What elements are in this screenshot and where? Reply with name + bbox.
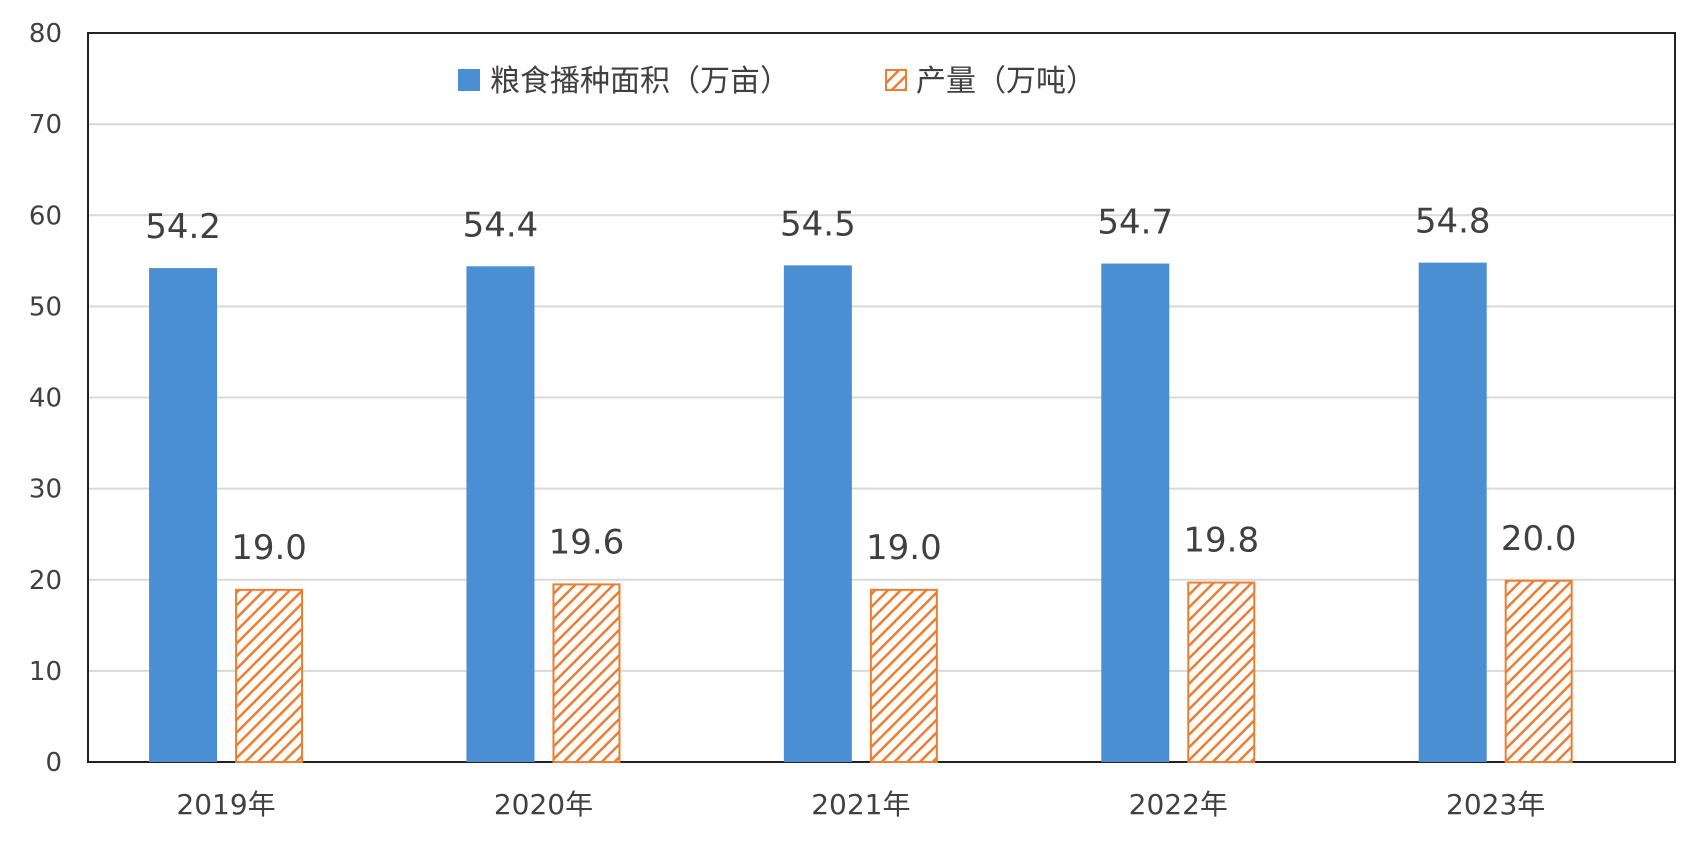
x-tick-label: 2020年 [494,788,593,821]
y-tick-label: 30 [29,475,62,505]
bar-output [1187,581,1256,764]
bar-output [235,588,304,763]
data-label-output: 19.0 [231,528,307,568]
x-axis: 2019年 2020年 2021年 2022年 2023年 [176,788,1545,821]
data-label-area: 54.2 [145,207,221,247]
bar-area [783,265,852,762]
legend-label-area: 粮食播种面积（万亩） [490,64,790,99]
bar-output [1504,579,1573,763]
x-tick-label: 2023年 [1446,788,1545,821]
bar-area [1418,262,1487,762]
data-label-output: 19.0 [866,528,942,568]
data-label-area: 54.4 [463,205,539,245]
y-tick-label: 60 [29,201,62,231]
y-tick-label: 0 [45,748,62,778]
y-tick-label: 80 [29,19,62,49]
bar-area [466,266,535,762]
bar-output [552,583,621,764]
y-tick-label: 10 [29,657,62,687]
x-tick-label: 2022年 [1129,788,1228,821]
y-tick-label: 50 [29,292,62,322]
y-axis: 0 10 20 30 40 50 60 70 80 [29,19,62,778]
bar-output [869,588,938,763]
data-label-output: 20.0 [1501,519,1577,559]
data-label-output: 19.8 [1183,521,1259,561]
bar-area [149,268,218,762]
data-label-area: 54.5 [780,204,856,244]
data-labels: 54.2 19.0 54.4 19.6 54.5 19.0 54.7 19.8 54.8 20.0 [145,202,1576,568]
data-label-area: 54.7 [1097,203,1173,243]
legend-swatch-output [885,69,907,91]
y-tick-label: 70 [29,110,62,140]
y-tick-label: 40 [29,384,62,414]
gridlines [88,123,1675,672]
data-label-output: 19.6 [549,522,625,562]
legend-swatch-area [458,69,480,91]
data-label-area: 54.8 [1415,202,1491,242]
bars [149,262,1573,764]
y-tick-label: 20 [29,566,62,596]
legend-label-output: 产量（万吨） [916,64,1096,99]
legend: 粮食播种面积（万亩） 产量（万吨） [458,64,1096,99]
bar-area [1101,263,1170,762]
x-tick-label: 2019年 [176,788,275,821]
x-tick-label: 2021年 [811,788,910,821]
